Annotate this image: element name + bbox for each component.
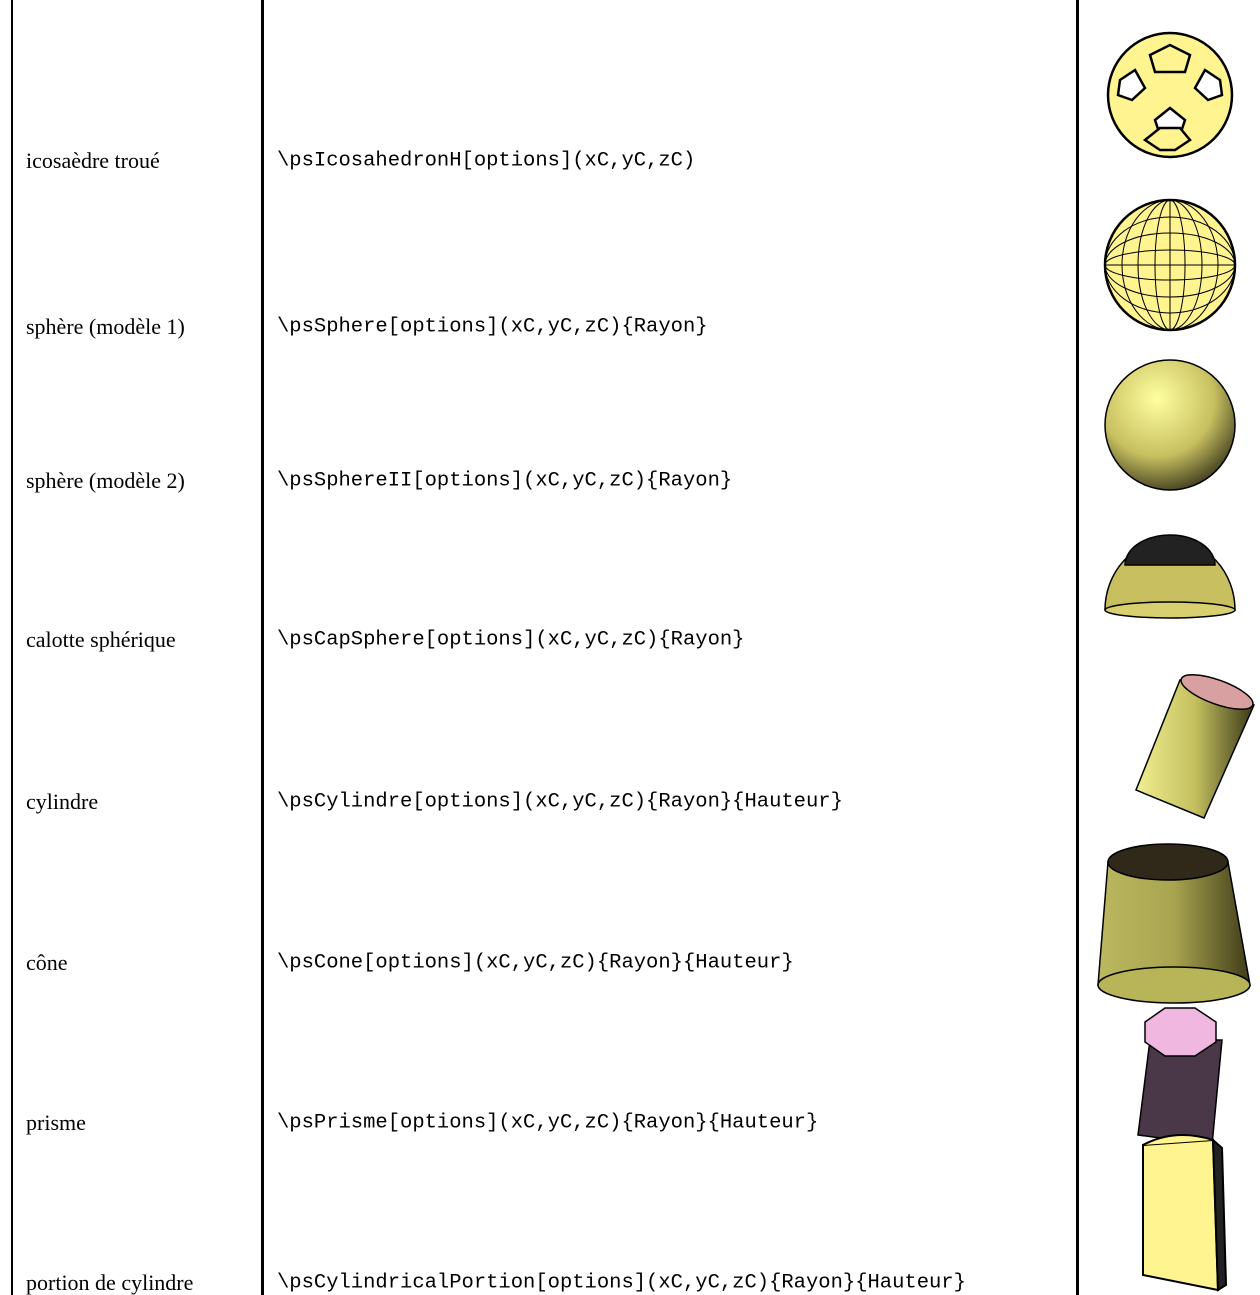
command: \psCapSphere[options](xC,yC,zC){Rayon} (277, 628, 745, 652)
shape-name: sphère (modèle 1) (26, 314, 185, 339)
shape-name: icosaèdre troué (26, 148, 160, 173)
command: \psSphereII[options](xC,yC,zC){Rayon} (277, 469, 733, 493)
table-rule (261, 0, 264, 1295)
shape-name: calotte sphérique (26, 627, 176, 652)
cylindrical-portion (1142, 1134, 1228, 1292)
command: \psCylindricalPortion[options](xC,yC,zC)… (277, 1271, 966, 1295)
command: \psPrisme[options](xC,yC,zC){Rayon}{Haut… (277, 1111, 819, 1135)
cone (1097, 843, 1251, 1004)
command: \psSphere[options](xC,yC,zC){Rayon} (277, 315, 708, 339)
prism (1137, 1007, 1223, 1146)
shape-name: portion de cylindre (26, 1270, 194, 1295)
table-rule (1076, 0, 1079, 1295)
cylinder (1135, 674, 1256, 819)
sphere-shaded (1104, 359, 1236, 491)
shape-name: cône (26, 950, 68, 975)
cap-sphere (1104, 534, 1236, 619)
command: \psCone[options](xC,yC,zC){Rayon}{Hauteu… (277, 951, 794, 975)
shape-name: cylindre (26, 789, 99, 814)
shape-name: prisme (26, 1110, 86, 1135)
sphere-grid (1103, 198, 1237, 332)
command: \psCylindre[options](xC,yC,zC){Rayon}{Ha… (277, 790, 843, 814)
command: \psIcosahedronH[options](xC,yC,zC) (277, 149, 696, 173)
icosahedron (1106, 31, 1234, 159)
shape-name: sphère (modèle 2) (26, 468, 185, 493)
table-rule (11, 0, 13, 1295)
